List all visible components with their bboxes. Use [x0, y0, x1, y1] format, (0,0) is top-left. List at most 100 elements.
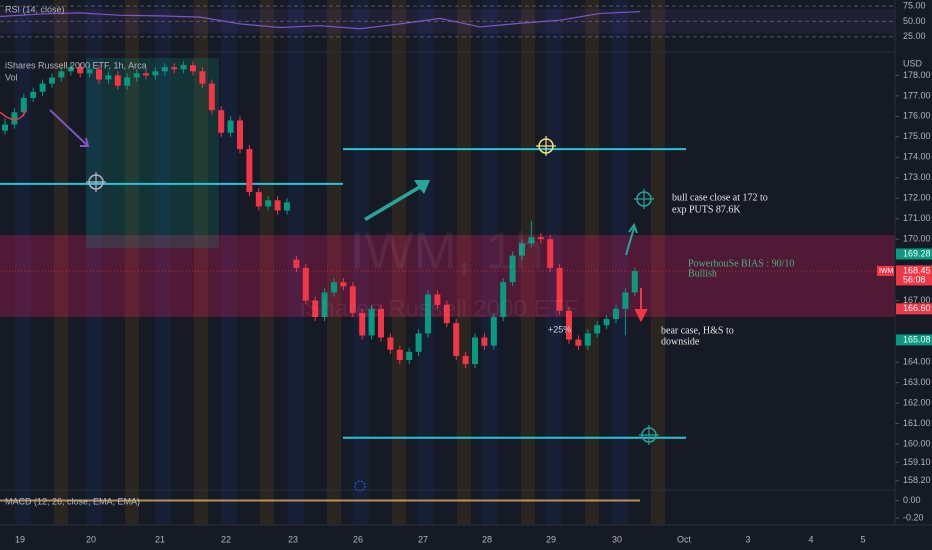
candle-body [208, 83, 215, 111]
session-band [392, 0, 406, 525]
candle-body [387, 337, 394, 350]
price-tick-label: 160.00 [903, 438, 931, 448]
session-band [418, 0, 434, 525]
bias-zone [0, 235, 895, 318]
candle-body [105, 75, 112, 80]
candle-body [152, 71, 159, 76]
candle-body [161, 67, 168, 72]
candle-body [246, 149, 253, 193]
session-band [86, 0, 102, 525]
price-badge-label: 168.45 [903, 265, 931, 275]
trade-box [86, 58, 219, 248]
candle-body [537, 237, 544, 240]
price-tick-label: 175.00 [903, 131, 931, 141]
bull-note: exp PUTS 87.6K [672, 204, 741, 215]
price-badge-sub: 56:08 [903, 274, 926, 284]
date-label: 22 [221, 534, 231, 544]
date-label: 5 [860, 534, 865, 544]
candle-body [566, 310, 572, 340]
candle-body [594, 325, 601, 334]
candle-body [86, 69, 93, 74]
candle-body [349, 286, 356, 313]
price-tick-label: 163.00 [903, 377, 931, 387]
price-tick-label: 159.10 [903, 457, 931, 467]
session-band [457, 0, 471, 525]
candle-body [519, 243, 525, 256]
drawing-curve [0, 109, 27, 121]
candle-body [406, 351, 413, 361]
candle-body [434, 294, 441, 305]
candle-body [124, 77, 131, 86]
price-tick-label: 158.20 [903, 475, 931, 485]
date-label: 4 [808, 534, 813, 544]
watermark: IWM, 1h [350, 223, 544, 281]
bias-note: Bullish [688, 268, 717, 279]
session-band [155, 0, 171, 525]
candle-body [39, 83, 46, 92]
candle-body [321, 292, 328, 318]
candle-body [284, 202, 290, 211]
target-cross [86, 172, 106, 192]
candle-body [359, 312, 366, 336]
date-label: 27 [418, 534, 428, 544]
bull-note: bull case close at 172 to [672, 192, 768, 203]
rsi-label: RSI (14, close) [5, 4, 65, 14]
candle-body [312, 300, 319, 318]
purple-arrow [49, 109, 90, 147]
candle-body [96, 69, 102, 80]
candle-body [255, 192, 262, 207]
candle-body [425, 294, 431, 334]
price-badge [896, 303, 932, 315]
price-tick-label: 176.00 [903, 111, 931, 121]
session-band [651, 0, 665, 525]
price-tick-label: 172.00 [903, 193, 931, 203]
candle-body [584, 333, 591, 346]
session-band [327, 0, 341, 525]
session-band [585, 0, 599, 525]
rsi-tick-label: 50.00 [903, 16, 926, 26]
price-tick-label: 174.00 [903, 152, 931, 162]
price-tick-label: 162.00 [903, 397, 931, 407]
currency: USD [903, 58, 923, 68]
price-badge-label: 169.28 [903, 248, 931, 258]
candle-body [293, 259, 300, 268]
candle-body [218, 110, 225, 133]
candle-body [77, 67, 84, 74]
bear-arrow [634, 288, 648, 323]
marker [354, 480, 366, 492]
candle-body [613, 308, 619, 320]
candle-body [302, 267, 309, 301]
rsi-tick-label: 75.00 [903, 0, 926, 10]
date-label: Oct [677, 534, 692, 544]
price-tick-label: 167.00 [903, 295, 931, 305]
bias-note: PowerhouSe BIAS : 90/10 [688, 258, 794, 269]
candle-body [2, 124, 8, 131]
candle-body [237, 120, 243, 150]
candle-body [481, 337, 488, 346]
candle-body [575, 339, 582, 346]
session-band [482, 0, 498, 525]
date-label: 23 [288, 534, 298, 544]
symbol-tag-bg [877, 265, 894, 276]
candle-body [340, 282, 347, 287]
candle-body [265, 200, 272, 207]
candle-body [199, 71, 206, 84]
candle-body [528, 237, 535, 244]
candle-body [453, 323, 460, 356]
price-tick-label: 171.00 [903, 213, 931, 223]
date-label: 30 [612, 534, 622, 544]
session-band [260, 0, 274, 525]
date-label: 28 [482, 534, 492, 544]
candle-body [500, 282, 507, 318]
date-label: 26 [353, 534, 363, 544]
target-cross [634, 189, 654, 209]
price-tick-label: 164.00 [903, 356, 931, 366]
session-band [125, 0, 139, 525]
target-cross [536, 136, 556, 156]
macd-tick-label: -0.20 [903, 512, 924, 522]
date-label: 3 [745, 534, 750, 544]
date-label: 19 [15, 534, 25, 544]
candle-body [133, 73, 140, 78]
